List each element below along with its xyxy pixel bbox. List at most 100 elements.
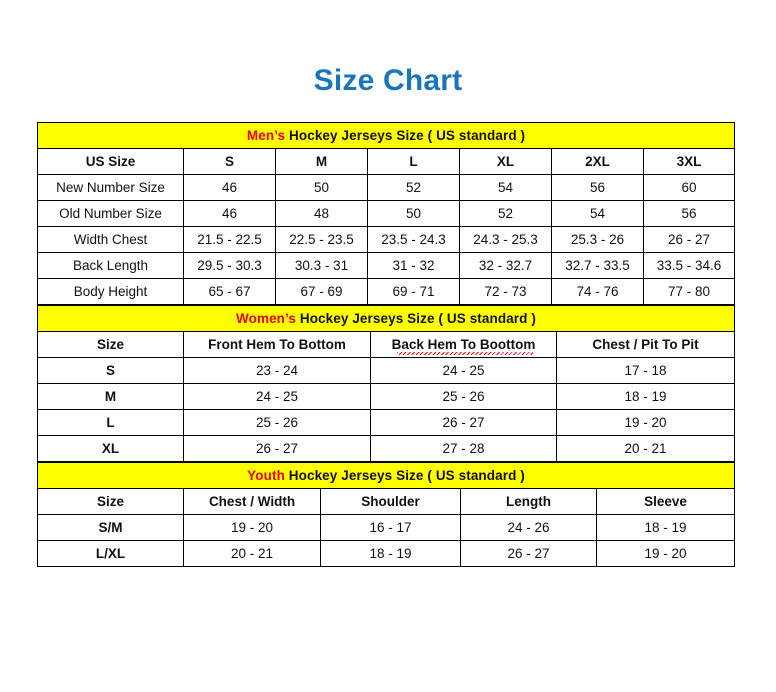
mens-col-header-4: XL bbox=[459, 148, 552, 175]
table-header-row: Size Chest / Width Shoulder Length Sleev… bbox=[37, 488, 736, 515]
youth-size-table: Youth Hockey Jerseys Size ( US standard … bbox=[36, 462, 736, 567]
womens-row-label-1: M bbox=[37, 383, 184, 410]
table-header-row: US Size S M L XL 2XL 3XL bbox=[37, 148, 736, 175]
table-row: Old Number Size 46 48 50 52 54 56 bbox=[37, 200, 736, 227]
table-band-row: Youth Hockey Jerseys Size ( US standard … bbox=[36, 462, 736, 489]
youth-col-header-4: Sleeve bbox=[595, 488, 736, 515]
youth-cell-0-0: 19 - 20 bbox=[183, 514, 321, 541]
mens-cell-1-2: 50 bbox=[367, 200, 460, 227]
table-header-row: Size Front Hem To Bottom Back Hem To Boo… bbox=[37, 331, 735, 358]
table-row: S 23 - 24 24 - 25 17 - 18 bbox=[37, 357, 735, 384]
table-row: New Number Size 46 50 52 54 56 60 bbox=[37, 174, 736, 201]
womens-cell-3-0: 26 - 27 bbox=[183, 435, 371, 462]
womens-col-header-3: Chest / Pit To Pit bbox=[556, 331, 735, 358]
mens-row-label-1: Old Number Size bbox=[37, 200, 184, 227]
womens-cell-3-1: 27 - 28 bbox=[370, 435, 557, 462]
womens-cell-1-0: 24 - 25 bbox=[183, 383, 371, 410]
youth-cell-1-3: 19 - 20 bbox=[595, 540, 736, 567]
youth-row-label-0: S/M bbox=[37, 514, 184, 541]
table-row: XL 26 - 27 27 - 28 20 - 21 bbox=[37, 435, 735, 462]
mens-cell-0-4: 56 bbox=[551, 174, 644, 201]
mens-cell-3-1: 30.3 - 31 bbox=[275, 252, 368, 279]
mens-col-header-3: L bbox=[367, 148, 460, 175]
mens-col-header-6: 3XL bbox=[642, 148, 736, 175]
womens-cell-2-1: 26 - 27 bbox=[370, 409, 557, 436]
youth-cell-1-0: 20 - 21 bbox=[183, 540, 321, 567]
mens-cell-2-1: 22.5 - 23.5 bbox=[275, 226, 368, 253]
mens-cell-2-4: 25.3 - 26 bbox=[551, 226, 644, 253]
youth-band-accent: Youth bbox=[247, 468, 285, 483]
mens-cell-0-3: 54 bbox=[459, 174, 552, 201]
mens-cell-1-0: 46 bbox=[183, 200, 276, 227]
mens-cell-3-3: 32 - 32.7 bbox=[459, 252, 552, 279]
table-row: Back Length 29.5 - 30.3 30.3 - 31 31 - 3… bbox=[37, 252, 736, 279]
womens-row-label-2: L bbox=[37, 409, 184, 436]
table-row: L/XL 20 - 21 18 - 19 26 - 27 19 - 20 bbox=[37, 540, 736, 567]
womens-row-label-3: XL bbox=[37, 435, 184, 462]
mens-col-header-5: 2XL bbox=[551, 148, 644, 175]
mens-cell-0-0: 46 bbox=[183, 174, 276, 201]
mens-band-accent: Men’s bbox=[246, 128, 286, 143]
mens-cell-1-1: 48 bbox=[275, 200, 368, 227]
youth-band-rest: Hockey Jerseys Size ( US standard ) bbox=[284, 468, 525, 483]
mens-cell-2-2: 23.5 - 24.3 bbox=[367, 226, 460, 253]
mens-cell-4-2: 69 - 71 bbox=[367, 278, 460, 305]
womens-cell-0-0: 23 - 24 bbox=[183, 357, 371, 384]
mens-cell-0-1: 50 bbox=[275, 174, 368, 201]
womens-cell-2-2: 19 - 20 bbox=[556, 409, 735, 436]
mens-band-rest: Hockey Jerseys Size ( US standard ) bbox=[285, 128, 526, 143]
mens-row-label-4: Body Height bbox=[37, 278, 184, 305]
womens-cell-1-1: 25 - 26 bbox=[370, 383, 557, 410]
mens-cell-4-0: 65 - 67 bbox=[183, 278, 276, 305]
mens-cell-4-1: 67 - 69 bbox=[275, 278, 368, 305]
mens-row-label-2: Width Chest bbox=[37, 226, 184, 253]
mens-cell-4-5: 77 - 80 bbox=[642, 278, 736, 305]
mens-cell-3-2: 31 - 32 bbox=[367, 252, 460, 279]
mens-cell-3-0: 29.5 - 30.3 bbox=[183, 252, 276, 279]
womens-col-header-1: Front Hem To Bottom bbox=[183, 331, 371, 358]
youth-cell-0-2: 24 - 26 bbox=[460, 514, 597, 541]
mens-row-label-3: Back Length bbox=[37, 252, 184, 279]
youth-section-band: Youth Hockey Jerseys Size ( US standard … bbox=[36, 462, 736, 489]
womens-cell-2-0: 25 - 26 bbox=[183, 409, 371, 436]
womens-row-label-0: S bbox=[37, 357, 184, 384]
youth-row-label-1: L/XL bbox=[37, 540, 184, 567]
mens-section-band: Men’s Hockey Jerseys Size ( US standard … bbox=[36, 122, 736, 149]
mens-cell-2-5: 26 - 27 bbox=[642, 226, 736, 253]
mens-cell-4-3: 72 - 73 bbox=[459, 278, 552, 305]
youth-col-header-2: Shoulder bbox=[320, 488, 461, 515]
youth-col-header-1: Chest / Width bbox=[183, 488, 321, 515]
mens-cell-2-3: 24.3 - 25.3 bbox=[459, 226, 552, 253]
youth-col-header-0: Size bbox=[37, 488, 184, 515]
womens-cell-0-1: 24 - 25 bbox=[370, 357, 557, 384]
youth-cell-1-1: 18 - 19 bbox=[320, 540, 461, 567]
womens-cell-0-2: 17 - 18 bbox=[556, 357, 735, 384]
table-row: M 24 - 25 25 - 26 18 - 19 bbox=[37, 383, 735, 410]
table-band-row: Women’s Hockey Jerseys Size ( US standar… bbox=[37, 305, 735, 332]
youth-cell-1-2: 26 - 27 bbox=[460, 540, 597, 567]
mens-cell-2-0: 21.5 - 22.5 bbox=[183, 226, 276, 253]
mens-col-header-2: M bbox=[275, 148, 368, 175]
table-row: Body Height 65 - 67 67 - 69 69 - 71 72 -… bbox=[37, 278, 736, 305]
mens-size-table: Men’s Hockey Jerseys Size ( US standard … bbox=[36, 122, 736, 305]
table-row: Width Chest 21.5 - 22.5 22.5 - 23.5 23.5… bbox=[37, 226, 736, 253]
youth-col-header-3: Length bbox=[460, 488, 597, 515]
table-row: S/M 19 - 20 16 - 17 24 - 26 18 - 19 bbox=[37, 514, 736, 541]
mens-cell-0-5: 60 bbox=[642, 174, 736, 201]
table-row: L 25 - 26 26 - 27 19 - 20 bbox=[37, 409, 735, 436]
womens-band-accent: Women’s bbox=[236, 311, 296, 326]
womens-size-table: Women’s Hockey Jerseys Size ( US standar… bbox=[37, 305, 735, 462]
womens-cell-3-2: 20 - 21 bbox=[556, 435, 735, 462]
size-tables-container: Men’s Hockey Jerseys Size ( US standard … bbox=[36, 122, 736, 567]
mens-row-label-0: New Number Size bbox=[37, 174, 184, 201]
mens-cell-1-4: 54 bbox=[551, 200, 644, 227]
womens-col-header-2: Back Hem To Boottom bbox=[370, 331, 557, 358]
youth-cell-0-1: 16 - 17 bbox=[320, 514, 461, 541]
womens-col-header-0: Size bbox=[37, 331, 184, 358]
womens-section-band: Women’s Hockey Jerseys Size ( US standar… bbox=[37, 305, 735, 332]
mens-cell-4-4: 74 - 76 bbox=[551, 278, 644, 305]
womens-cell-1-2: 18 - 19 bbox=[556, 383, 735, 410]
mens-cell-1-5: 56 bbox=[642, 200, 736, 227]
mens-col-header-0: US Size bbox=[37, 148, 184, 175]
